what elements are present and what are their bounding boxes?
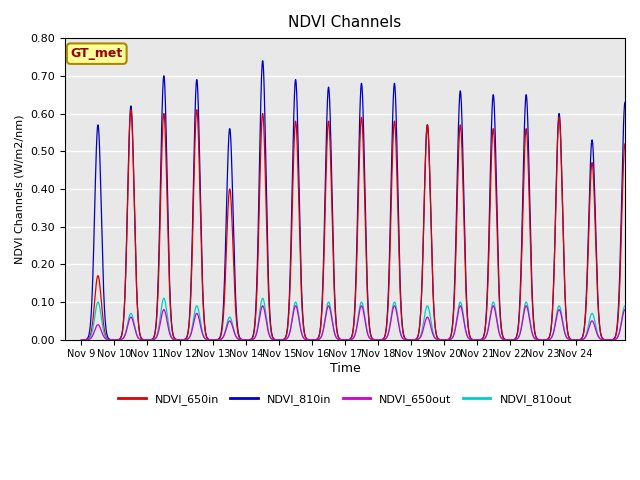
Legend: NDVI_650in, NDVI_810in, NDVI_650out, NDVI_810out: NDVI_650in, NDVI_810in, NDVI_650out, NDV… [114, 390, 577, 409]
X-axis label: Time: Time [330, 362, 360, 375]
Text: GT_met: GT_met [70, 47, 123, 60]
Title: NDVI Channels: NDVI Channels [289, 15, 402, 30]
Y-axis label: NDVI Channels (W/m2/nm): NDVI Channels (W/m2/nm) [15, 114, 25, 264]
